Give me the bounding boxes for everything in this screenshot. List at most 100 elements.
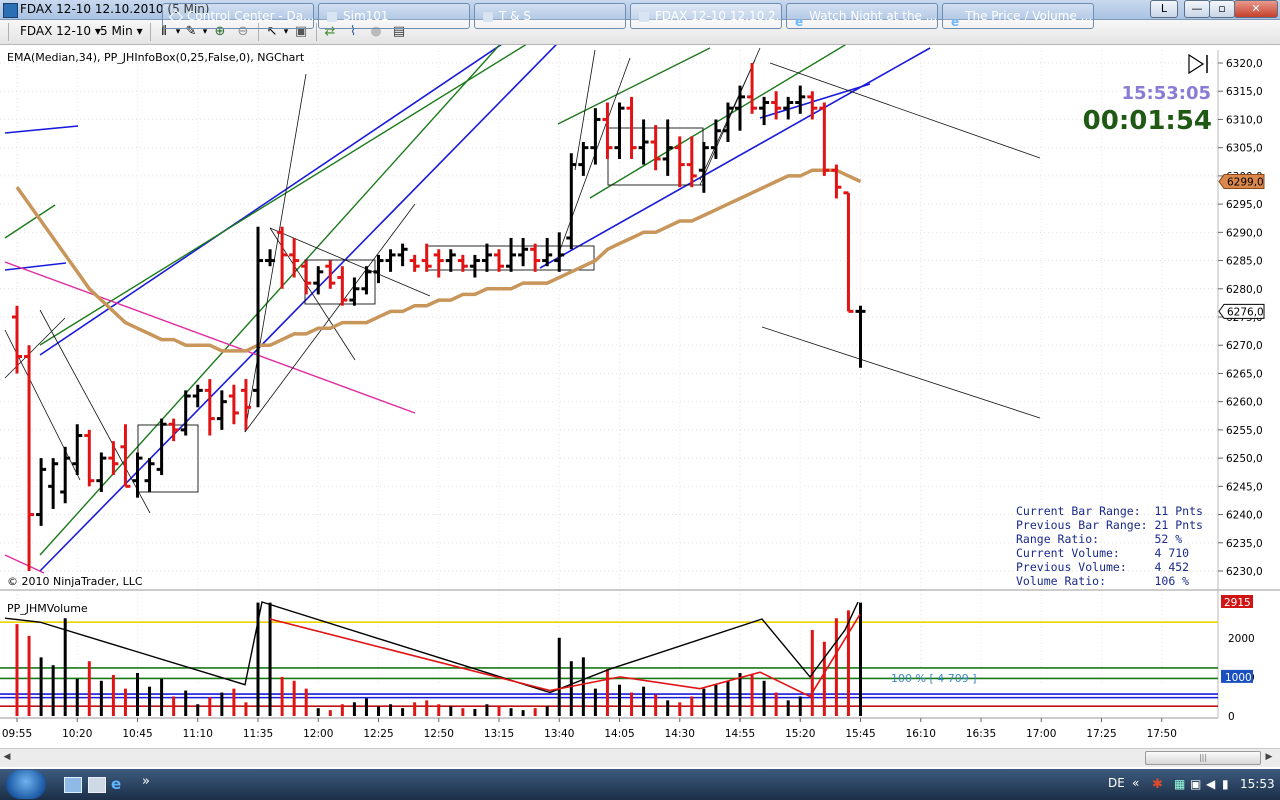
trendline [4,204,56,239]
price-bar [277,226,288,289]
price-bar [108,441,119,476]
scroll-right-icon[interactable]: ▶ [1265,752,1273,762]
volume-top-tag: 2915 [1221,595,1253,609]
info-row-previous-volume: Previous Volume: 4 452 [1016,560,1190,574]
interval-selector[interactable]: 5 Min ▾ [100,24,143,38]
price-bar [566,153,577,250]
internet-explorer-icon: e [951,14,960,29]
tray-network-icon[interactable]: ▣ [1190,777,1202,791]
volume-level-tag-label: 1000 [1225,672,1252,684]
language-indicator[interactable]: DE [1108,776,1125,790]
volume-level-tag-shape [1221,669,1253,683]
toolbar-separator [258,23,259,41]
trendline [269,227,356,361]
tray-security-icon[interactable]: ✱ [1152,777,1163,792]
last-price-tag-shape [1218,303,1265,319]
price-bar [518,237,529,267]
time-tick-label: 17:25 [1086,728,1116,740]
scrollbar-thumb[interactable]: ||| [1145,751,1261,765]
play-skip-icon[interactable] [1186,53,1212,75]
indicator-icon[interactable]: ⌇ [349,24,357,39]
time-tick-label: 13:40 [544,728,574,740]
time-tick-label: 16:10 [906,728,936,740]
price-bar [819,102,830,176]
price-bar [289,237,300,278]
volume-panel-label: PP_JHMVolume [7,602,88,615]
price-bar [843,191,854,313]
tray-volume-icon[interactable]: ◀ [1206,777,1216,791]
trendline [39,309,151,514]
time-tick-label: 13:15 [484,728,514,740]
chevron-down-icon[interactable]: ▾ [202,27,208,37]
taskbar-item-ts[interactable]: T & S [474,3,626,29]
chart-grid [0,50,1280,718]
price-tick-label: 6270,0 [1226,340,1263,352]
zoom-out-icon[interactable]: ⊖ [237,24,249,39]
zoom-in-icon[interactable]: ⊕ [214,24,226,39]
time-tick-label: 12:25 [363,728,393,740]
info-row-previous-range: Previous Bar Range: 21 Pnts [1016,518,1203,532]
price-bar [795,85,806,114]
bar-type-icon[interactable]: ⫴ [161,24,167,39]
windows-start-icon[interactable] [6,770,46,799]
internet-explorer-icon[interactable]: e [111,775,122,793]
price-tick-label: 6230,0 [1226,566,1263,578]
price-bar [409,254,420,272]
tray-power-icon[interactable]: ▮ [1222,777,1229,791]
explorer-icon[interactable] [88,777,106,793]
price-bar [650,125,661,171]
scroll-left-icon[interactable]: ◀ [3,752,11,762]
taskbar-clock: 15:53 [1240,777,1275,791]
taskbar-item-fdax-chart[interactable]: FDAX 12-10 12.10.2... [630,3,782,29]
time-tick-label: 14:55 [725,728,755,740]
internet-explorer-icon: e [795,14,804,29]
lock-button[interactable]: L [1150,0,1178,18]
instrument-selector[interactable]: FDAX 12-10 ▾ [20,24,101,38]
chevron-down-icon[interactable]: ▾ [175,27,181,37]
time-tick-label: 14:30 [665,728,695,740]
taskbar-item-price-volume[interactable]: e The Price / Volume ... [942,3,1094,29]
taskbar-item-sim101[interactable]: Sim101 [318,3,470,29]
price-bar [361,266,372,295]
tray-app-icon[interactable]: ▦ [1174,777,1186,791]
cursor-icon[interactable]: ↖ [266,24,278,39]
time-tick-label: 12:50 [424,728,454,740]
time-tick-label: 12:00 [303,728,333,740]
info-row-current-range: Current Bar Range: 11 Pnts [1016,504,1203,518]
chevron-down-icon: ▾ [94,24,101,38]
ema-line [15,168,862,353]
current-price-tag-shape [1218,174,1265,190]
taskbar-label: Control Center - Da... [187,9,314,23]
minimize-button[interactable]: — [1184,0,1210,18]
price-bar [807,91,818,120]
tray-expand-icon[interactable]: « [1132,776,1140,790]
volume-red-line [269,613,861,698]
properties-icon[interactable]: ▣ [294,24,308,39]
maximize-button[interactable]: ▫ [1209,0,1235,18]
info-box: Current Bar Range: 11 Pnts Previous Bar … [1016,504,1203,588]
trendline [4,262,67,271]
horizontal-scrollbar[interactable]: ◀ ||| ▶ [0,748,1280,767]
chevron-down-icon[interactable]: ▾ [283,27,289,37]
time-tick-label: 10:20 [62,728,92,740]
toolbar-grip [8,23,9,41]
price-chart[interactable]: 6320,06315,06310,06305,06300,06295,06290… [0,45,1280,745]
strategy-icon[interactable]: ⇄ [324,24,336,39]
taskbar-item-watch-night[interactable]: e Watch Night at the ... [786,3,938,29]
quick-launch-more-icon[interactable]: » [142,774,150,789]
close-button[interactable]: ✕ [1234,0,1278,18]
time-tick-label: 11:35 [243,728,273,740]
instrument-label: FDAX 12-10 [20,24,92,38]
show-desktop-icon[interactable] [64,777,82,793]
refresh-icon[interactable]: ● [370,24,382,39]
price-bar [180,390,191,436]
interval-label: 5 Min [100,24,133,38]
time-axis: 09:55 10:20 10:45 11:10 11:35 12:00 12:25 12:50… [0,717,1218,740]
data-box-icon[interactable]: ▤ [392,24,406,39]
taskbar-item-control-center[interactable]: Control Center - Da... [162,3,314,29]
trendline [539,47,931,269]
price-bar [542,237,553,267]
drawing-pen-icon[interactable]: ✎ [185,24,197,39]
time-tick-label: 17:50 [1147,728,1177,740]
price-bar [433,249,444,278]
